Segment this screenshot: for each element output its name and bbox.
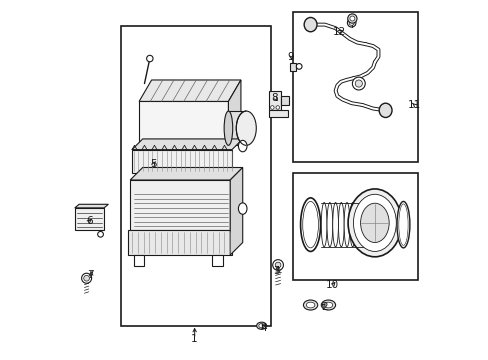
Circle shape bbox=[349, 16, 354, 21]
Bar bbox=[228, 111, 246, 145]
Ellipse shape bbox=[324, 302, 332, 308]
Circle shape bbox=[275, 106, 279, 109]
Ellipse shape bbox=[378, 103, 391, 117]
Ellipse shape bbox=[347, 189, 401, 257]
Ellipse shape bbox=[256, 322, 266, 329]
Polygon shape bbox=[230, 167, 242, 255]
Bar bbox=[292, 173, 417, 280]
Polygon shape bbox=[130, 180, 230, 230]
Polygon shape bbox=[228, 80, 241, 144]
Ellipse shape bbox=[344, 203, 349, 247]
Ellipse shape bbox=[258, 324, 264, 328]
Bar bbox=[75, 208, 104, 230]
Circle shape bbox=[272, 260, 283, 270]
Text: 3: 3 bbox=[273, 266, 280, 276]
Text: 2: 2 bbox=[321, 302, 327, 312]
Polygon shape bbox=[139, 102, 228, 144]
Ellipse shape bbox=[238, 203, 246, 214]
Ellipse shape bbox=[352, 77, 365, 90]
Ellipse shape bbox=[360, 203, 388, 243]
Ellipse shape bbox=[361, 203, 366, 247]
Polygon shape bbox=[132, 150, 231, 173]
Ellipse shape bbox=[300, 198, 320, 251]
Text: 12: 12 bbox=[332, 27, 345, 37]
Ellipse shape bbox=[349, 203, 355, 247]
Ellipse shape bbox=[305, 302, 314, 308]
Polygon shape bbox=[134, 255, 144, 266]
Circle shape bbox=[275, 262, 281, 268]
Ellipse shape bbox=[304, 18, 316, 32]
Text: 1: 1 bbox=[191, 334, 198, 344]
Ellipse shape bbox=[302, 202, 318, 248]
Text: 9: 9 bbox=[287, 52, 294, 62]
Circle shape bbox=[348, 20, 353, 25]
Ellipse shape bbox=[355, 203, 361, 247]
Text: 11: 11 bbox=[407, 100, 420, 110]
Ellipse shape bbox=[398, 204, 407, 246]
Circle shape bbox=[296, 64, 302, 69]
Ellipse shape bbox=[303, 300, 317, 310]
Polygon shape bbox=[132, 139, 242, 150]
Text: 10: 10 bbox=[325, 280, 338, 291]
Ellipse shape bbox=[321, 300, 335, 310]
Bar bbox=[121, 26, 271, 327]
Ellipse shape bbox=[321, 203, 326, 247]
Ellipse shape bbox=[338, 203, 344, 247]
Ellipse shape bbox=[236, 111, 256, 145]
Ellipse shape bbox=[396, 202, 409, 248]
Circle shape bbox=[83, 275, 89, 281]
Ellipse shape bbox=[332, 203, 338, 247]
Text: 8: 8 bbox=[271, 93, 278, 103]
Bar bbox=[281, 96, 288, 105]
Ellipse shape bbox=[353, 194, 395, 251]
Circle shape bbox=[81, 273, 91, 283]
Ellipse shape bbox=[326, 203, 332, 247]
Bar bbox=[268, 110, 288, 117]
Circle shape bbox=[347, 14, 356, 23]
Bar bbox=[289, 63, 295, 71]
Text: 6: 6 bbox=[85, 216, 92, 226]
Circle shape bbox=[98, 231, 103, 237]
Circle shape bbox=[346, 18, 355, 27]
Polygon shape bbox=[75, 204, 108, 208]
Ellipse shape bbox=[238, 140, 246, 152]
Bar bbox=[268, 91, 281, 111]
Text: 5: 5 bbox=[150, 159, 156, 169]
Circle shape bbox=[270, 106, 274, 109]
Circle shape bbox=[354, 80, 362, 87]
Polygon shape bbox=[139, 80, 241, 102]
Polygon shape bbox=[128, 230, 231, 255]
Ellipse shape bbox=[224, 111, 232, 145]
Polygon shape bbox=[130, 167, 242, 180]
Polygon shape bbox=[212, 255, 223, 266]
Text: 7: 7 bbox=[87, 270, 94, 280]
Bar bbox=[292, 12, 417, 162]
Circle shape bbox=[146, 55, 153, 62]
Text: 4: 4 bbox=[260, 323, 267, 333]
